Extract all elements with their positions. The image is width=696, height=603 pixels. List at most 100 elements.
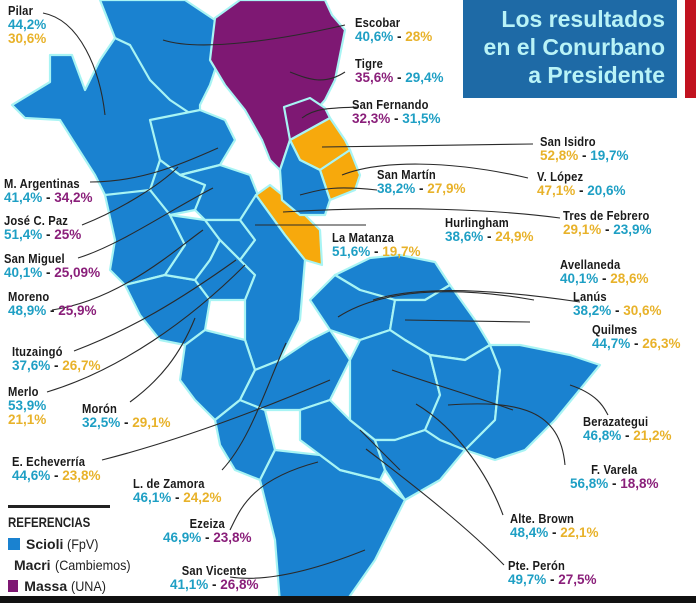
district-value-1: 32,5% (82, 414, 121, 430)
label-berazategui: Berazategui 46,8% - 21,2% (583, 414, 672, 443)
district-name: San Vicente (181, 563, 247, 578)
district-name: Alte. Brown (510, 511, 575, 526)
district-value-2: 22,1% (560, 524, 599, 540)
district-name: Lanús (573, 289, 607, 304)
legend-item-macri: Macri (Cambiemos) (8, 554, 130, 575)
label-e-echeverria: E. Echeverría 44,6% - 23,8% (12, 454, 101, 483)
district-value-1: 40,1% (560, 270, 599, 286)
district-value-2: 25,09% (54, 264, 101, 280)
district-name: La Matanza (332, 230, 394, 245)
label-pte-peron: Pte. Perón 49,7% - 27,5% (508, 558, 597, 587)
district-value-1: 38,2% (377, 180, 416, 196)
district-name: Tres de Febrero (563, 208, 650, 223)
district-value-1: 35,6% (355, 69, 394, 85)
district-value-1: 44,7% (592, 335, 631, 351)
label-v-lopez: V. López 47,1% - 20,6% (537, 169, 626, 198)
district-name: Hurlingham (445, 215, 509, 230)
legend-candidate: Scioli (26, 535, 64, 552)
region-l-de-zamora (238, 328, 352, 412)
accent-red-bar (685, 0, 696, 98)
title-line-1: Los resultados (501, 6, 665, 32)
legend-item-massa: Massa (UNA) (8, 575, 110, 596)
district-name: Quilmes (592, 322, 638, 337)
district-name: Berazategui (583, 414, 649, 429)
label-alte-brown: Alte. Brown 48,4% - 22,1% (510, 511, 599, 540)
district-value-1: 53,9% (8, 397, 47, 413)
district-name: Moreno (8, 289, 50, 304)
label-merlo: Merlo 53,9% 21,1% (8, 385, 46, 427)
district-value-2: 29,4% (405, 69, 444, 85)
district-value-2: 28% (405, 28, 433, 44)
region-san-fernando (282, 96, 332, 142)
district-name: Ituzaingó (12, 344, 63, 359)
legend: REFERENCIAS Scioli (FpV) Macri (Cambiemo… (8, 505, 130, 596)
district-value-1: 41,4% (4, 189, 43, 205)
label-l-de-zamora: L. de Zamora 46,1% - 24,2% (133, 476, 222, 505)
district-value-2: 19,7% (382, 243, 421, 259)
label-moron: Morón 32,5% - 29,1% (82, 401, 171, 430)
district-value-2: 27,9% (427, 180, 466, 196)
label-jose-c-paz: José C. Paz 51,4% - 25% (4, 213, 82, 242)
label-moreno: Moreno 48,9% - 25,9% (8, 289, 97, 318)
district-value-2: 26,8% (220, 576, 259, 592)
title-line-3: a Presidente (528, 62, 665, 88)
legend-candidate: Macri (14, 556, 51, 573)
district-value-1: 52,8% (540, 147, 579, 163)
label-m-argentinas: M. Argentinas 41,4% - 34,2% (4, 176, 93, 205)
legend-candidate: Massa (24, 577, 68, 594)
label-hurlingham: Hurlingham 38,6% - 24,9% (445, 215, 534, 244)
district-value-2: 26,3% (642, 335, 681, 351)
legend-rule (8, 505, 110, 508)
district-name: M. Argentinas (4, 176, 80, 191)
district-value-1: 56,8% (570, 475, 609, 491)
label-la-matanza: La Matanza 51,6% - 19,7% (332, 230, 421, 259)
region-pte-peron (298, 398, 387, 482)
district-value-1: 51,4% (4, 226, 43, 242)
district-value-2: 26,7% (62, 357, 101, 373)
district-value-1: 32,3% (352, 110, 391, 126)
label-san-martin: San Martín 38,2% - 27,9% (377, 167, 466, 196)
district-name: Tigre (355, 56, 384, 71)
district-name: Merlo (8, 384, 39, 399)
label-san-fernando: San Fernando 32,3% - 31,5% (352, 97, 441, 126)
district-value-2: 23,8% (62, 467, 101, 483)
district-value-1: 41,1% (170, 576, 209, 592)
district-value-1: 29,1% (563, 221, 602, 237)
legend-swatch-blue (8, 537, 20, 550)
label-pilar: Pilar 44,2% 30,6% (8, 4, 46, 46)
district-name: Pte. Perón (508, 558, 566, 573)
district-value-2: 19,7% (590, 147, 629, 163)
label-ezeiza: Ezeiza 46,9% - 23,8% (163, 516, 252, 545)
legend-party: (FpV) (67, 535, 99, 552)
district-value-1: 44,6% (12, 467, 51, 483)
district-name: San Isidro (540, 134, 596, 149)
district-value-1: 46,9% (163, 529, 202, 545)
district-value-1: 46,1% (133, 489, 172, 505)
district-value-2: 34,2% (54, 189, 93, 205)
legend-party: (Cambiemos) (54, 556, 131, 573)
district-value-1: 51,6% (332, 243, 371, 259)
label-avellaneda: Avellaneda 40,1% - 28,6% (560, 257, 649, 286)
title-line-2: en el Conurbano (483, 34, 665, 60)
legend-swatch-purple (8, 579, 19, 592)
district-name: San Martín (377, 167, 436, 182)
district-name: Pilar (8, 3, 34, 18)
bottom-rule (0, 596, 696, 603)
label-lanus: Lanús 38,2% - 30,6% (573, 289, 662, 318)
label-san-isidro: San Isidro 52,8% - 19,7% (540, 134, 629, 163)
district-name: Morón (82, 401, 118, 416)
district-value-2: 23,9% (613, 221, 652, 237)
district-value-2: 18,8% (620, 475, 659, 491)
title-box: Los resultados en el Conurbano a Preside… (463, 0, 677, 98)
label-escobar: Escobar 40,6% - 28% (355, 15, 433, 44)
label-f-varela: F. Varela 56,8% - 18,8% (570, 462, 659, 491)
district-value-2: 28,6% (610, 270, 649, 286)
district-name: José C. Paz (4, 213, 69, 228)
district-value-1: 48,4% (510, 524, 549, 540)
district-name: L. de Zamora (133, 476, 205, 491)
district-value-2: 24,2% (183, 489, 222, 505)
district-value-2: 21,2% (633, 427, 672, 443)
district-name: Ezeiza (189, 516, 225, 531)
district-value-2: 20,6% (587, 182, 626, 198)
